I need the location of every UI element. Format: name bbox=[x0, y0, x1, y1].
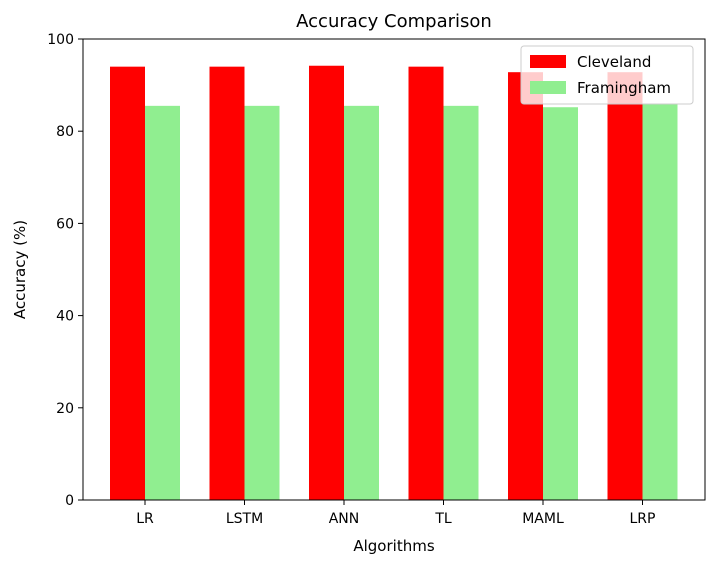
legend-swatch-cleveland bbox=[530, 55, 566, 68]
x-tick-label: LSTM bbox=[226, 511, 263, 527]
bar-cleveland-lr bbox=[110, 66, 145, 500]
plot-frame bbox=[82, 38, 706, 501]
bar-cleveland-tl bbox=[408, 66, 444, 500]
x-tick-label: ANN bbox=[329, 511, 360, 527]
bar-cleveland-maml bbox=[508, 72, 543, 500]
x-tick-label: LR bbox=[136, 511, 154, 527]
bar-cleveland-lrp bbox=[607, 72, 643, 500]
bar-framingham-lstm bbox=[244, 105, 280, 500]
y-axis: 0 20 40 60 80 100 bbox=[47, 32, 83, 509]
bar-framingham-ann bbox=[344, 105, 379, 500]
x-tick-label: MAML bbox=[522, 511, 564, 527]
legend-label-cleveland: Cleveland bbox=[577, 53, 651, 71]
bar-framingham-lr bbox=[145, 105, 180, 500]
chart-title: Accuracy Comparison bbox=[296, 11, 492, 32]
y-tick-label: 60 bbox=[56, 216, 74, 232]
bar-cleveland-ann bbox=[309, 65, 344, 500]
bar-framingham-lrp bbox=[642, 104, 678, 500]
y-tick-label: 80 bbox=[56, 124, 74, 140]
bar-framingham-tl bbox=[443, 105, 479, 500]
x-axis: LR LSTM ANN TL MAML LRP bbox=[136, 500, 655, 527]
y-tick-label: 100 bbox=[47, 32, 74, 48]
x-tick-label: TL bbox=[434, 511, 452, 527]
y-tick-label: 0 bbox=[65, 493, 74, 509]
y-axis-title: Accuracy (%) bbox=[11, 220, 29, 319]
y-tick-label: 20 bbox=[56, 401, 74, 417]
bar-cleveland-lstm bbox=[209, 66, 245, 500]
y-tick-label: 40 bbox=[56, 309, 74, 325]
x-tick-label: LRP bbox=[630, 511, 656, 527]
x-axis-title: Algorithms bbox=[353, 537, 434, 555]
bars-group bbox=[110, 65, 678, 500]
legend-swatch-framingham bbox=[530, 81, 566, 94]
legend: Cleveland Framingham bbox=[520, 45, 694, 105]
legend-label-framingham: Framingham bbox=[577, 79, 671, 97]
bar-framingham-maml bbox=[543, 107, 578, 500]
